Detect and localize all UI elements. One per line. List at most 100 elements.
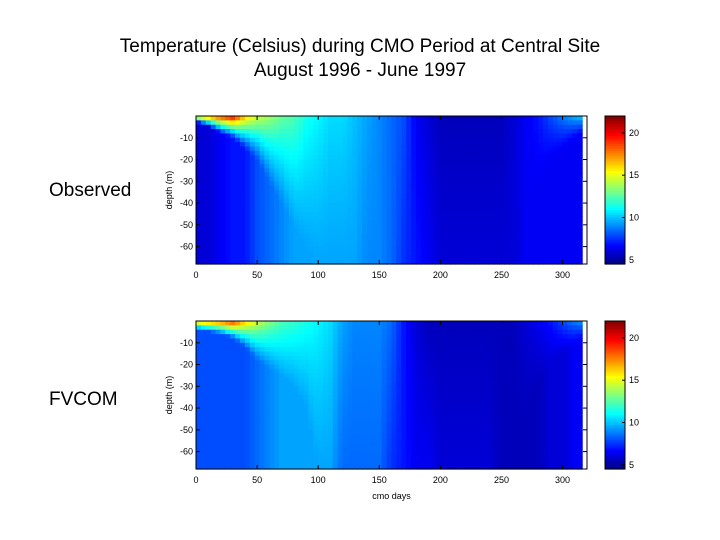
panel-observed-cell	[552, 259, 559, 265]
panel-observed-cell	[371, 168, 378, 174]
panel-observed-cell	[503, 172, 510, 178]
panel-fvcom-cell	[200, 421, 207, 427]
panel-observed-cell	[528, 159, 534, 165]
panel-observed-cell	[200, 129, 207, 135]
panel-fvcom-cell	[196, 334, 202, 340]
panel-fvcom-cell	[503, 403, 510, 409]
panel-fvcom-cell	[440, 377, 446, 383]
panel-fvcom-cell	[269, 334, 275, 340]
panel-fvcom-cell	[371, 377, 378, 383]
panel-observed-cell	[459, 185, 466, 191]
panel-fvcom-cell	[239, 451, 246, 457]
panel-observed-cell	[362, 163, 368, 169]
panel-fvcom-cell	[479, 368, 485, 374]
panel-observed-cell	[420, 242, 427, 248]
panel-observed-cell	[210, 207, 217, 213]
panel-observed-cell	[406, 163, 412, 169]
panel-observed-cell	[376, 159, 383, 165]
panel-fvcom-cell	[210, 447, 217, 453]
panel-fvcom-cell	[406, 425, 412, 431]
panel-observed-cell	[469, 181, 476, 187]
panel-observed-cell	[484, 172, 490, 178]
panel-fvcom-cell	[469, 416, 476, 422]
panel-fvcom-cell	[230, 447, 236, 453]
panel-observed-cell	[313, 250, 319, 256]
panel-observed-cell	[196, 176, 202, 182]
panel-observed-cell	[445, 185, 451, 191]
panel-observed-cell	[523, 190, 529, 195]
panel-observed-cell	[225, 237, 231, 243]
panel-fvcom-cell	[376, 460, 383, 466]
panel-fvcom-cell	[367, 451, 373, 457]
panel-observed-cell	[425, 129, 432, 135]
panel-observed-cell	[420, 259, 427, 265]
panel-fvcom-cell	[318, 390, 324, 396]
panel-fvcom-cell	[420, 368, 427, 374]
panel-fvcom-cell	[484, 377, 490, 383]
panel-observed-cell	[342, 142, 349, 148]
panel-observed-cell	[474, 163, 481, 169]
panel-fvcom-cell	[254, 381, 261, 387]
panel-observed-cell	[200, 150, 207, 156]
panel-observed-cell	[239, 229, 246, 235]
panel-fvcom-cell	[415, 455, 422, 461]
panel-observed-cell	[274, 250, 280, 256]
panel-observed-cell	[303, 216, 310, 222]
panel-observed-cell	[205, 142, 212, 148]
panel-observed-cell	[435, 181, 441, 187]
panel-observed-cell	[430, 146, 437, 152]
panel-observed-cell	[323, 194, 329, 200]
panel-fvcom-cell	[474, 434, 481, 440]
panel-fvcom-cell	[210, 334, 217, 340]
panel-fvcom-cell	[205, 442, 212, 448]
panel-fvcom-cell	[308, 416, 314, 422]
panel-fvcom-cell	[396, 416, 402, 422]
panel-observed-cell	[430, 207, 437, 213]
panel-observed-cell	[283, 150, 290, 156]
panel-observed-cell	[547, 168, 554, 174]
panel-fvcom-cell	[313, 455, 319, 461]
panel-observed-cell	[288, 246, 295, 252]
panel-observed-cell	[567, 224, 573, 230]
panel-observed-cell	[513, 224, 520, 230]
panel-fvcom-cell	[347, 381, 353, 387]
panel-observed-cell	[508, 229, 515, 235]
panel-fvcom-cell	[283, 351, 290, 357]
panel-observed-cell	[376, 250, 383, 256]
panel-observed-cell	[259, 129, 266, 135]
panel-observed-cell	[469, 233, 476, 239]
panel-observed-cell	[547, 229, 554, 235]
panel-observed-cell	[367, 181, 373, 187]
panel-fvcom-cell	[362, 325, 368, 331]
panel-observed-colorbar-frame	[604, 115, 626, 265]
panel-fvcom-cell	[293, 416, 300, 422]
panel-fvcom-cell	[205, 412, 212, 418]
panel-observed-cell	[577, 203, 583, 209]
panel-fvcom-cell	[386, 429, 393, 435]
panel-fvcom-cell	[308, 347, 314, 353]
panel-fvcom-cell	[313, 464, 319, 470]
panel-fvcom-cell	[337, 421, 344, 427]
panel-observed-cell	[494, 142, 500, 148]
panel-observed-colorbar-band	[605, 209, 625, 213]
panel-fvcom-cell	[323, 395, 329, 400]
panel-observed-cell	[259, 220, 266, 226]
panel-observed-cell	[249, 181, 256, 187]
panel-observed-cell	[225, 233, 231, 239]
panel-fvcom-cell	[420, 334, 427, 340]
panel-fvcom-cell	[455, 373, 461, 379]
panel-observed-cell	[303, 129, 310, 135]
panel-observed-cell	[411, 120, 417, 126]
panel-observed-cell	[205, 146, 212, 152]
panel-observed-cell	[249, 250, 256, 256]
panel-fvcom-cell	[459, 399, 466, 405]
panel-observed-colorbar-band	[605, 167, 625, 171]
panel-observed-cell	[538, 220, 544, 226]
panel-observed-cell	[313, 216, 319, 222]
panel-observed-cell	[425, 159, 432, 165]
panel-observed-cell	[303, 181, 310, 187]
panel-observed-cell	[274, 129, 280, 135]
panel-fvcom-cell	[332, 325, 339, 331]
panel-observed-cell	[513, 250, 520, 256]
panel-fvcom-cell	[244, 447, 251, 453]
